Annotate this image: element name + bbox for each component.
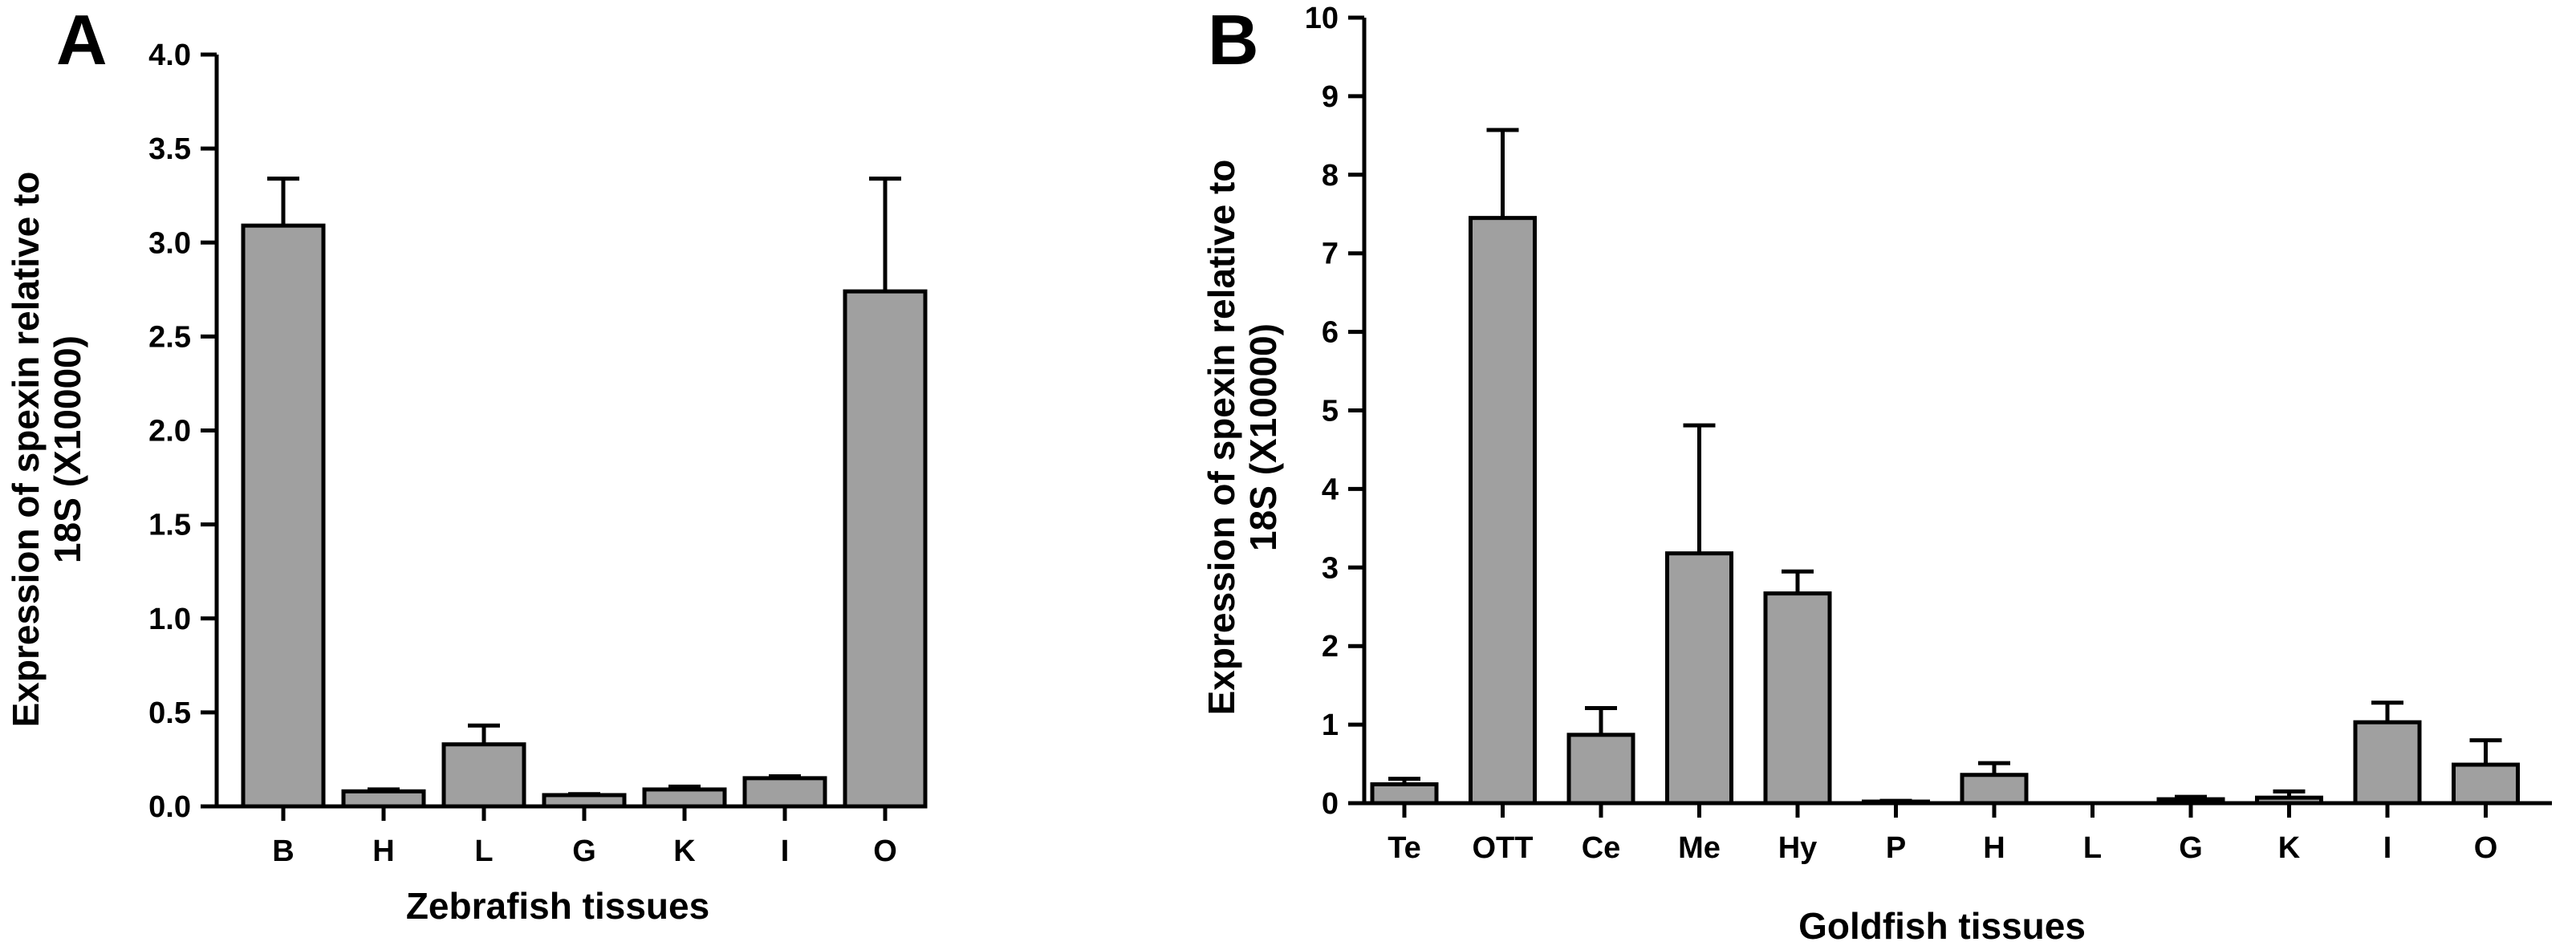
panel-a-bar [742,776,827,809]
panel-a-y-tick-label: 4.0 [148,39,191,72]
panel-b-x-tick-label: OTT [1473,831,1534,865]
panel-b-bar [1960,773,2029,806]
panel-b-bar [1566,733,1635,806]
panel-b-bar [1665,551,1733,806]
panel-b-x-axis-title: Goldfish tissues [1798,905,2086,947]
panel-b-x-tick-label: L [2083,831,2102,865]
panel-b-y-tick-label: 10 [1305,2,1339,35]
panel-a-x-tick-label: K [673,834,696,868]
panel-b-bar [1469,216,1537,806]
panel-a-y-axis-title-line2: 18S (X10000) [47,335,88,563]
panel-b-y-axis-title-line2: 18S (X10000) [1242,323,1284,551]
panel-b-y-axis-title: Expression of spexin relative to 18S (X1… [1201,160,1284,716]
panel-b-x-tick-label: Hy [1778,831,1818,865]
panel-b-x-tick-label: Me [1678,831,1721,865]
panel-b-chart: B Expression of spexin relative to 18S (… [1201,0,2552,947]
panel-b-x-tick-label: H [1983,831,2005,865]
panel-b-y-tick-label: 2 [1322,630,1339,664]
panel-b-y-tick-label: 9 [1322,80,1339,114]
panel-b-y-tick-label: 1 [1322,708,1339,742]
panel-a-y-tick-label: 1.5 [148,509,191,542]
panel-b-x-tick-label: Ce [1582,831,1621,865]
panel-a-x-axis-title: Zebrafish tissues [406,885,709,927]
panel-a-y-tick-label: 0.5 [148,696,191,730]
panel-a-bar [441,742,526,809]
panel-b-y-tick-label: 8 [1322,159,1339,193]
panel-b-bar [2353,720,2422,806]
panel-a-x-tick-label: H [372,834,394,868]
panel-a-y-tick-label: 3.0 [148,226,191,260]
panel-b-label: B [1208,0,1259,79]
panel-b-y-tick-label: 7 [1322,238,1339,271]
panel-a-x-tick-label: B [272,834,294,868]
panel-b-x-tick-label: G [2179,831,2203,865]
panel-b-x-tick-label: Te [1388,831,1421,865]
panel-a-bar [341,789,426,809]
panel-b-y-axis-title-line1: Expression of spexin relative to [1201,160,1242,716]
panel-b-y-tick-label: 5 [1322,395,1339,428]
panel-b-y-tick-label: 4 [1322,473,1339,506]
panel-a-bar [241,223,326,809]
panel-a-x-tick-label: I [781,834,790,868]
panel-a-x-tick-label: L [474,834,493,868]
panel-b-x-tick-label: K [2278,831,2301,865]
panel-b-x-tick-label: I [2383,831,2392,865]
panel-a-y-tick-label: 0.0 [148,790,191,824]
panel-a-x-tick-label: G [572,834,596,868]
panel-a-chart: A Expression of spexin relative to 18S (… [5,0,928,927]
panel-a-y-tick-label: 1.0 [148,603,191,636]
panel-a-y-tick-label: 2.5 [148,320,191,354]
panel-a-bar [843,289,928,809]
panel-b-bar [2452,762,2520,806]
panel-b-y-tick-label: 3 [1322,551,1339,585]
panel-b-y-tick-label: 0 [1322,787,1339,821]
panel-a-x-tick-label: O [873,834,897,868]
panel-a-label: A [56,0,108,79]
panel-b-y-tick-label: 6 [1322,316,1339,350]
panel-b-bar [1370,782,1439,806]
panel-b-x-tick-label: P [1886,831,1906,865]
panel-a-y-tick-label: 3.5 [148,132,191,166]
panel-b-x-tick-label: O [2474,831,2498,865]
panel-a-y-tick-label: 2.0 [148,415,191,449]
panel-b-bar [1763,591,1832,806]
panel-a-bar [642,787,727,809]
panel-a-y-axis-title-line1: Expression of spexin relative to [5,172,47,728]
panel-a-y-axis-title: Expression of spexin relative to 18S (X1… [5,172,88,728]
